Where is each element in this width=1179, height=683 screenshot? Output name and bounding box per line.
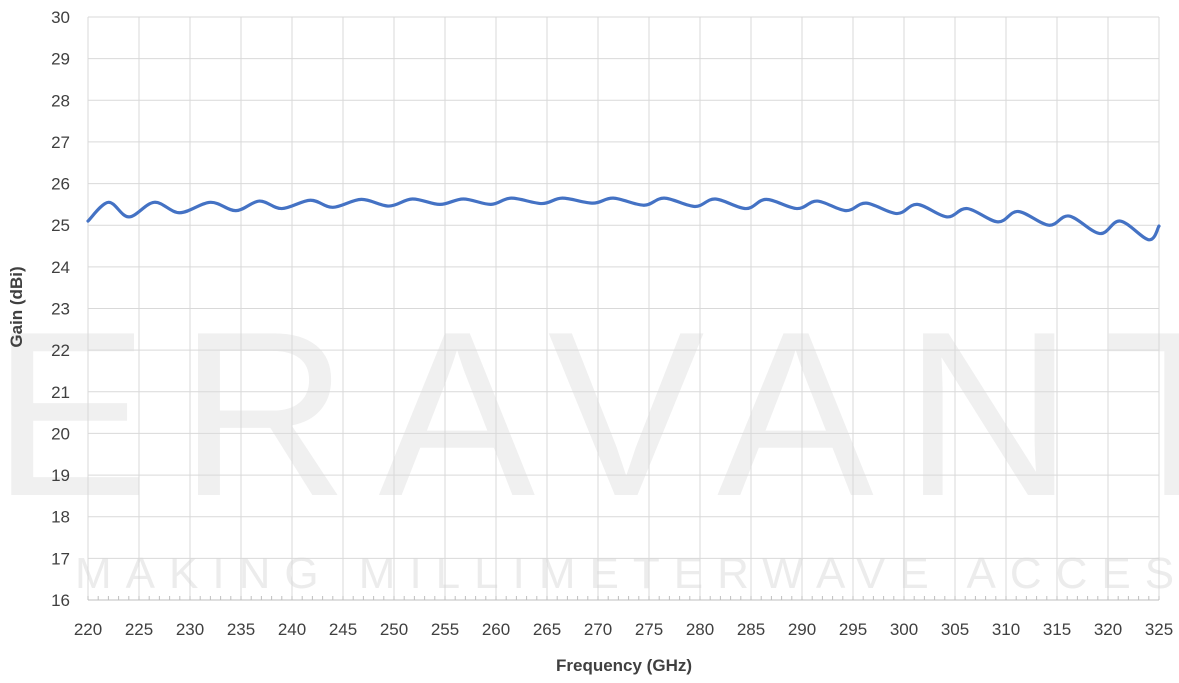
x-tick-labels: 220 225 230 235 240 245 250 255 260 265 270 275 280 2… — [74, 620, 1173, 639]
axes — [87, 596, 1160, 601]
gain-series-line — [86, 196, 1161, 242]
y-tick-label: 22 — [51, 341, 70, 360]
x-tick-label: 265 — [533, 620, 561, 639]
x-tick-label: 250 — [380, 620, 408, 639]
x-tick-label: 260 — [482, 620, 510, 639]
y-tick-label: 16 — [51, 591, 70, 610]
x-tick-label: 255 — [431, 620, 459, 639]
y-tick-label: 28 — [51, 91, 70, 110]
y-tick-label: 24 — [51, 258, 70, 277]
y-axis-title: Gain (dBi) — [7, 266, 26, 347]
x-tick-label: 245 — [329, 620, 357, 639]
x-tick-label: 315 — [1043, 620, 1071, 639]
x-tick-label: 220 — [74, 620, 102, 639]
y-tick-labels: 16 17 18 19 20 21 22 23 24 25 26 27 28 29 30 — [51, 8, 70, 610]
y-tick-label: 18 — [51, 508, 70, 527]
y-tick-label: 29 — [51, 50, 70, 69]
watermark-tagline: MAKING MILLIMETERWAVE ACCESSIBLE — [75, 549, 1179, 598]
x-tick-label: 325 — [1145, 620, 1173, 639]
x-tick-label: 235 — [227, 620, 255, 639]
y-tick-label: 27 — [51, 133, 70, 152]
y-tick-label: 21 — [51, 383, 70, 402]
x-tick-label: 310 — [992, 620, 1020, 639]
y-tick-label: 19 — [51, 466, 70, 485]
y-tick-label: 26 — [51, 175, 70, 194]
x-axis-title: Frequency (GHz) — [556, 656, 692, 675]
x-tick-label: 280 — [686, 620, 714, 639]
x-tick-label: 230 — [176, 620, 204, 639]
series-group — [86, 196, 1161, 242]
x-tick-label: 295 — [839, 620, 867, 639]
gridlines — [87, 16, 1160, 601]
y-tick-label: 20 — [51, 424, 70, 443]
x-tick-label: 285 — [737, 620, 765, 639]
x-tick-label: 270 — [584, 620, 612, 639]
y-tick-label: 17 — [51, 549, 70, 568]
x-tick-label: 320 — [1094, 620, 1122, 639]
x-tick-label: 275 — [635, 620, 663, 639]
x-tick-label: 305 — [941, 620, 969, 639]
y-tick-label: 25 — [51, 216, 70, 235]
x-tick-label: 290 — [788, 620, 816, 639]
watermark-logo-text: ERAVANT — [0, 282, 1179, 545]
x-tick-label: 225 — [125, 620, 153, 639]
x-tick-label: 300 — [890, 620, 918, 639]
y-tick-label: 23 — [51, 300, 70, 319]
x-tick-label: 240 — [278, 620, 306, 639]
watermark: ERAVANT MAKING MILLIMETERWAVE ACCESSIBLE — [0, 282, 1179, 598]
y-tick-label: 30 — [51, 8, 70, 27]
